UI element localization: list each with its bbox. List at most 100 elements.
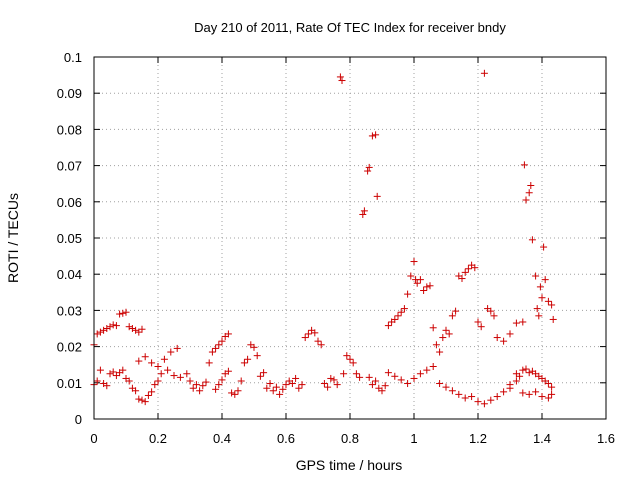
data-point [442,326,450,334]
data-point [167,348,175,356]
data-point [423,366,431,374]
data-point [384,369,392,377]
data-point [368,132,376,140]
data-point [320,380,328,388]
data-point [160,355,168,363]
data-point [548,301,556,309]
data-point [519,318,527,326]
data-point [480,69,488,77]
data-point [311,329,319,337]
x-tick-label: 1.6 [597,431,615,446]
data-point [490,312,498,320]
data-point [125,323,133,331]
data-point [372,131,380,139]
data-point [506,381,514,389]
data-point [538,294,546,302]
y-tick-label: 0.07 [57,159,82,174]
data-point [364,167,372,175]
data-point [413,279,421,287]
data-point [212,344,220,352]
data-point [520,161,528,169]
data-point [365,163,373,171]
data-point [253,352,261,360]
data-point [458,275,466,283]
data-point [343,352,351,360]
data-point [346,355,354,363]
data-point [218,337,226,345]
data-point [429,324,437,332]
x-tick-label: 0.8 [341,431,359,446]
data-point [442,383,450,391]
y-tick-label: 0.03 [57,303,82,318]
data-point [373,192,381,200]
data-point [279,385,287,393]
data-point [266,380,274,388]
data-point [365,373,373,381]
data-point [525,189,533,197]
x-tick-label: 0 [90,431,97,446]
data-point [100,326,108,334]
data-point [493,393,501,401]
y-tick-label: 0.09 [57,86,82,101]
data-point [122,308,130,316]
data-point [464,265,472,273]
data-point [384,322,392,330]
data-point [240,359,248,367]
data-point [234,387,242,395]
data-point [224,367,232,375]
data-point [391,315,399,323]
data-point [532,272,540,280]
data-point [237,377,245,385]
data-point [336,73,344,81]
plot-frame [93,56,607,420]
data-point [528,236,536,244]
data-point [244,355,252,363]
data-point [519,366,527,374]
data-point [394,312,402,320]
data-point [106,370,114,378]
data-point [474,398,482,406]
data-point [541,276,549,284]
data-point [148,388,156,396]
data-point [330,376,338,384]
x-axis-label: GPS time / hours [296,457,403,473]
data-point [381,382,389,390]
data-point [512,377,520,385]
y-tick-label: 0.04 [57,267,82,282]
x-tick-label: 0.4 [213,431,231,446]
data-point [404,290,412,298]
data-point [549,315,557,323]
data-point [400,305,408,313]
data-point [151,381,159,389]
data-point [218,376,226,384]
data-point [445,330,453,338]
data-point [208,348,216,356]
data-point [301,334,309,342]
data-point [202,378,210,386]
data-point [103,325,111,332]
data-point [493,334,501,342]
data-point [436,380,444,388]
data-point [474,318,482,326]
data-point [199,382,207,390]
data-point [116,310,124,318]
data-point [333,381,341,389]
data-point [112,372,120,380]
data-point [93,377,101,385]
data-point [525,390,533,398]
grid-lines [94,57,606,419]
data-point [522,365,530,373]
data-point [298,381,306,389]
data-point [423,283,431,291]
data-point [426,282,434,290]
data-point [144,391,152,399]
data-point [96,366,104,374]
data-point [260,369,268,377]
data-point [532,388,540,396]
data-point [487,396,495,404]
y-tick-label: 0.1 [64,50,82,65]
x-tick-label: 1.4 [533,431,551,446]
data-point [183,370,191,378]
data-point [548,390,556,398]
